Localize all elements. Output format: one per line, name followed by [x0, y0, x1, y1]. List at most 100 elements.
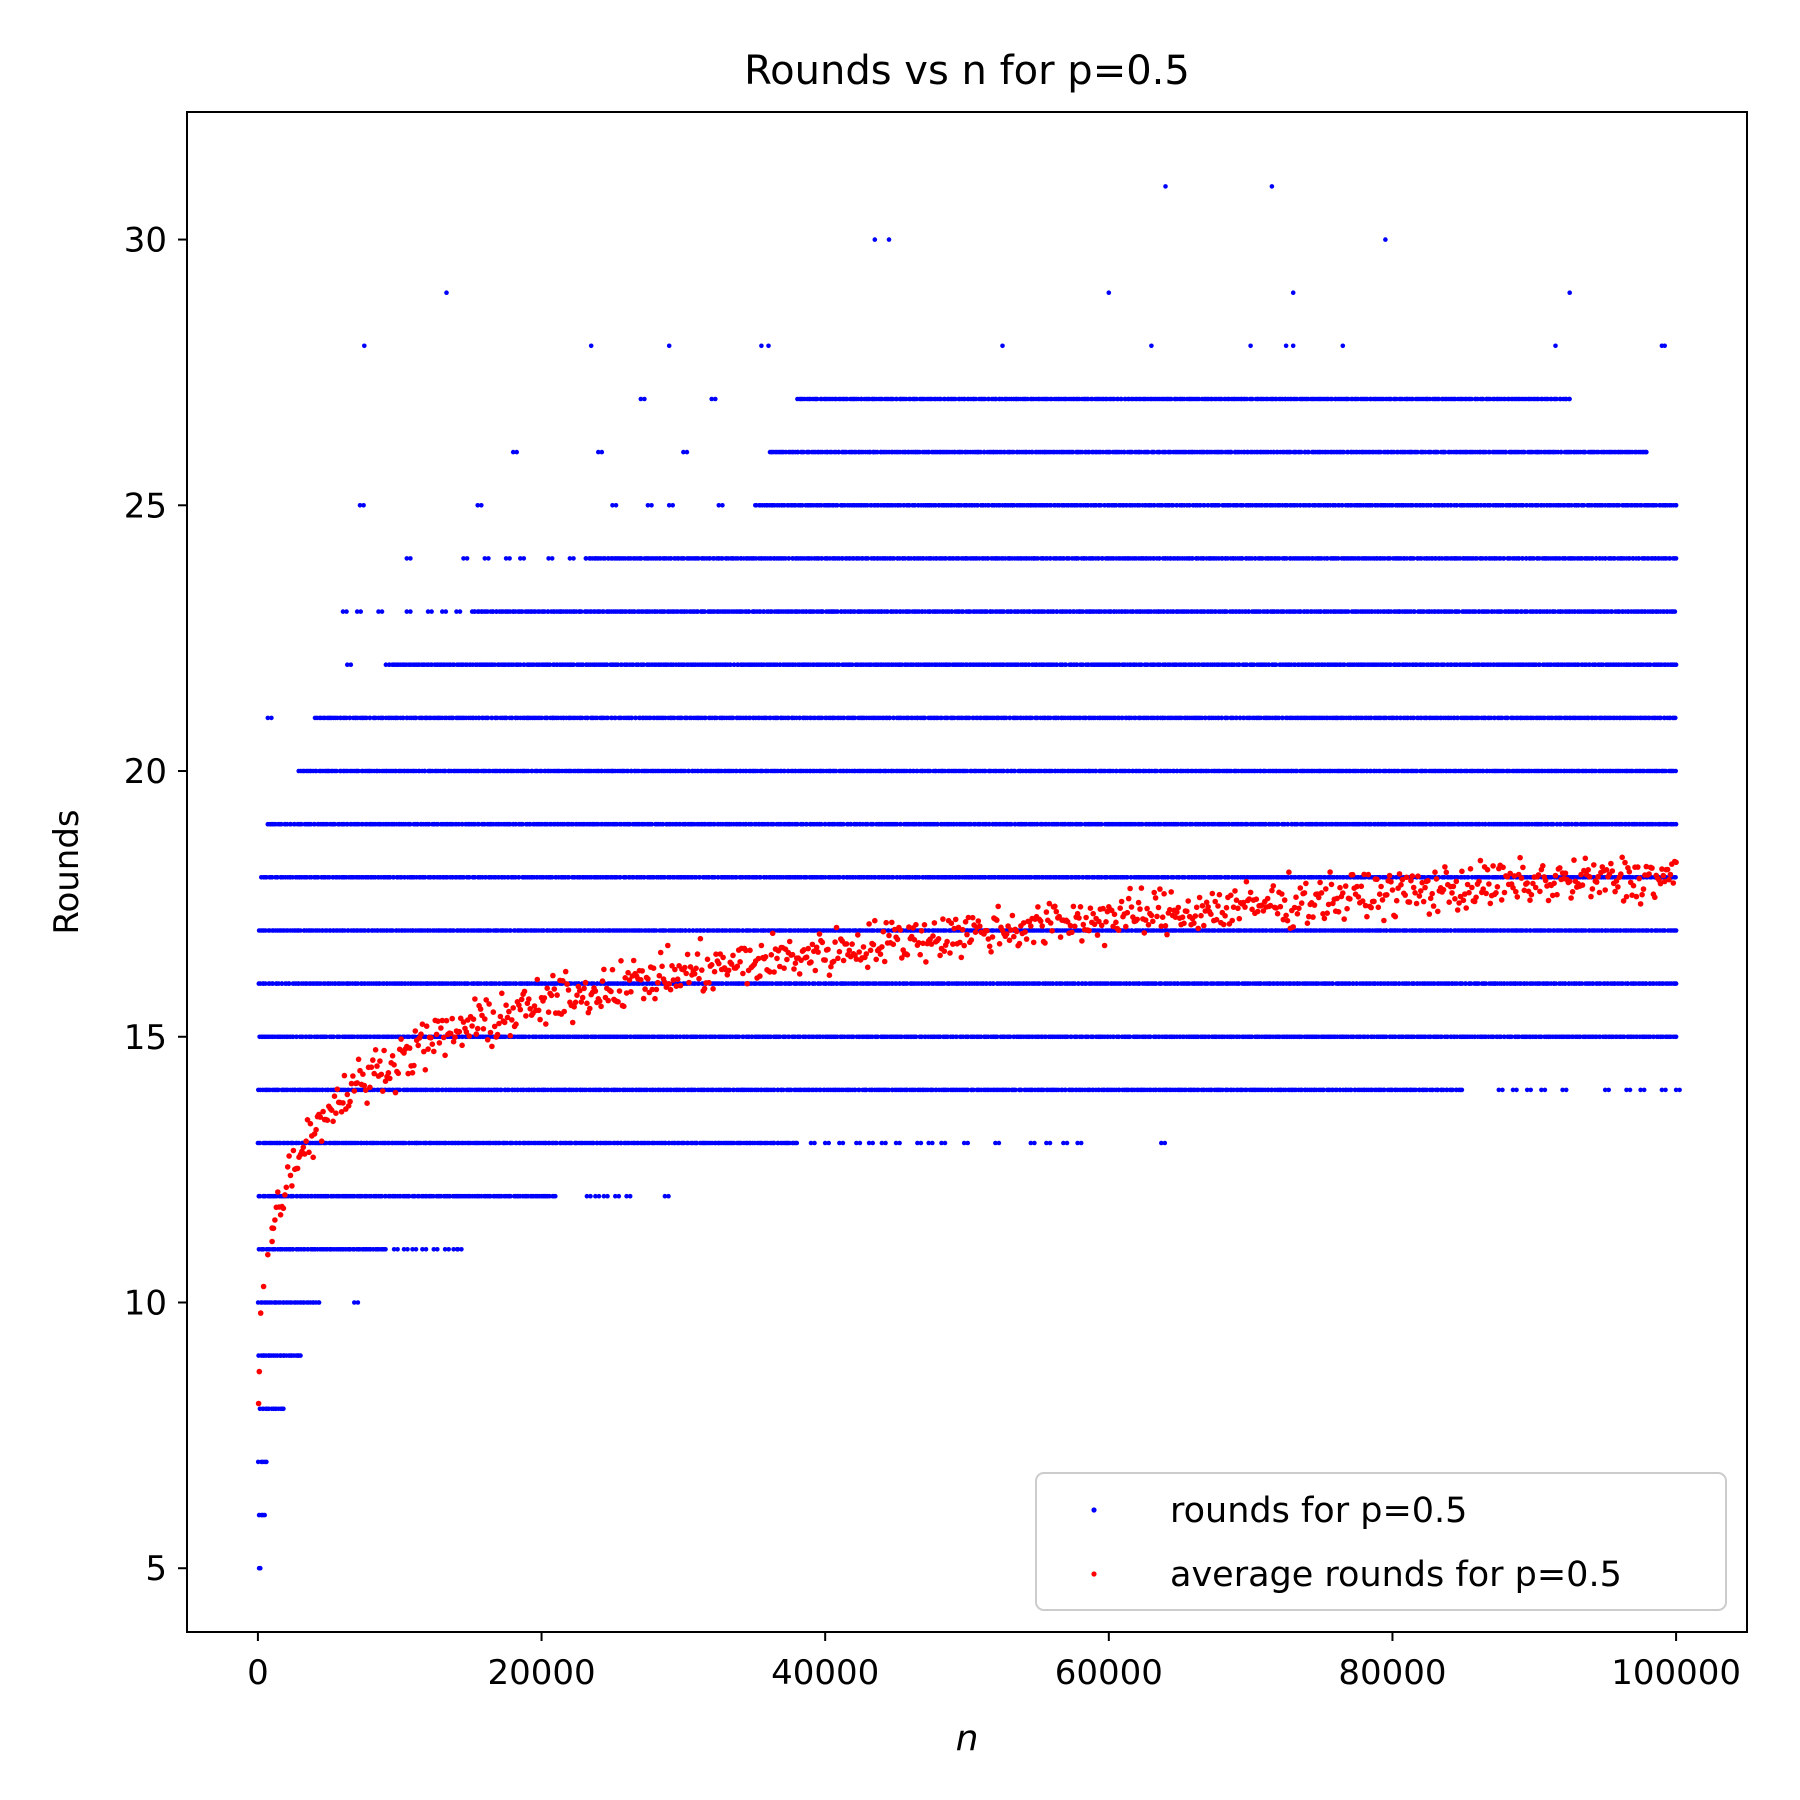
- rounds-point: [666, 1193, 671, 1199]
- rounds-point: [596, 1193, 602, 1199]
- rounds-point: [405, 1247, 410, 1252]
- rounds-point: [455, 1247, 461, 1252]
- rounds-point: [257, 1193, 263, 1199]
- rounds-point: [1028, 1140, 1034, 1146]
- rounds-point: [840, 1140, 846, 1146]
- rounds-point: [694, 1140, 699, 1146]
- rounds-point: [1159, 1140, 1164, 1146]
- rounds-point: [262, 1512, 268, 1518]
- rounds-point: [410, 1247, 415, 1252]
- rounds-point: [616, 1193, 622, 1199]
- rounds-point: [379, 1193, 385, 1199]
- rounds-point: [942, 1140, 948, 1146]
- rounds-point: [584, 1193, 590, 1199]
- rounds-point: [930, 1140, 935, 1146]
- rounds-point: [918, 1140, 924, 1146]
- rounds-point: [298, 1353, 303, 1358]
- rounds-point: [323, 1140, 329, 1146]
- rounds-point: [352, 1300, 357, 1305]
- rounds-point: [459, 1247, 464, 1252]
- rounds-point: [296, 1140, 302, 1146]
- rounds-point: [290, 1247, 296, 1252]
- rounds-point: [808, 1140, 814, 1146]
- rounds-point: [926, 1140, 931, 1146]
- rounds-point: [1627, 1087, 1633, 1093]
- rounds-point: [431, 1247, 437, 1252]
- rounds-point: [355, 1300, 361, 1305]
- rounds-point: [939, 1140, 944, 1146]
- rounds-point: [996, 1140, 1002, 1146]
- rounds-point: [771, 1140, 777, 1146]
- rounds-point: [662, 1193, 668, 1199]
- rounds-point: [1500, 1087, 1505, 1093]
- rounds-point: [1606, 1087, 1611, 1093]
- rounds-point: [1673, 981, 1679, 986]
- rounds-point: [1673, 928, 1679, 933]
- rounds-point: [897, 1140, 902, 1146]
- rounds-point: [993, 1140, 998, 1146]
- rounds-point: [627, 1193, 633, 1199]
- rounds-point: [290, 1193, 296, 1199]
- rounds-point: [854, 1140, 859, 1146]
- rounds-point: [605, 1193, 610, 1199]
- rounds-point: [812, 1140, 817, 1146]
- rounds-point: [1162, 1140, 1168, 1146]
- rounds-point: [965, 1140, 970, 1146]
- rounds-point: [395, 1247, 400, 1252]
- rounds-point: [624, 1193, 629, 1199]
- rounds-point: [420, 1247, 425, 1252]
- rounds-point: [401, 1247, 407, 1252]
- rounds-point: [1032, 1140, 1037, 1146]
- rounds-point: [383, 1247, 388, 1252]
- rounds-point: [276, 1087, 281, 1093]
- plot-area: [255, 184, 1682, 1571]
- rounds-point: [1047, 1140, 1053, 1146]
- rounds-point: [822, 1140, 828, 1146]
- rounds-point: [451, 1247, 456, 1252]
- rounds-point: [879, 1140, 885, 1146]
- rounds-point: [510, 1140, 515, 1146]
- rounds-point: [893, 1140, 899, 1146]
- rounds-point: [866, 1140, 872, 1146]
- rounds-point: [391, 1247, 397, 1252]
- rounds-point: [1459, 1087, 1465, 1093]
- rounds-point: [618, 1140, 624, 1146]
- rounds-point: [601, 1193, 607, 1199]
- rounds-point: [446, 1247, 452, 1252]
- rounds-point: [794, 1140, 800, 1146]
- rounds-point: [1061, 1140, 1066, 1146]
- rounds-point: [1673, 875, 1678, 880]
- rounds-point: [1044, 1140, 1049, 1146]
- rounds-point: [1078, 1140, 1084, 1146]
- rounds-point: [1075, 1140, 1080, 1146]
- rounds-point: [613, 1193, 618, 1199]
- rounds-point: [257, 1140, 263, 1146]
- rounds-point: [1641, 1087, 1647, 1093]
- rounds-point: [870, 1140, 875, 1146]
- rounds-point: [423, 1247, 429, 1252]
- rounds-point: [281, 1406, 286, 1412]
- rounds-point: [1677, 1087, 1682, 1093]
- rounds-point: [857, 1140, 863, 1146]
- rounds-point: [1563, 1087, 1569, 1093]
- rounds-point: [1528, 1087, 1533, 1093]
- rounds-point: [961, 1140, 967, 1146]
- rounds-point: [255, 1459, 261, 1465]
- rounds-point: [1542, 1087, 1548, 1093]
- rounds-point: [403, 1140, 408, 1146]
- rounds-point: [915, 1140, 920, 1146]
- rounds-point: [1064, 1140, 1070, 1146]
- rounds-point: [1663, 1087, 1668, 1093]
- rounds-point: [553, 1193, 558, 1199]
- rounds-point: [1514, 1087, 1519, 1093]
- rounds-point: [826, 1140, 831, 1146]
- rounds-point: [883, 1140, 888, 1146]
- rounds-point: [508, 1193, 513, 1199]
- rounds-point: [837, 1140, 842, 1146]
- rounds-point: [258, 1565, 263, 1571]
- rounds-point: [264, 1459, 269, 1465]
- rounds-point: [554, 1140, 559, 1146]
- rounds-point: [413, 1247, 419, 1252]
- rounds-point: [591, 1140, 596, 1146]
